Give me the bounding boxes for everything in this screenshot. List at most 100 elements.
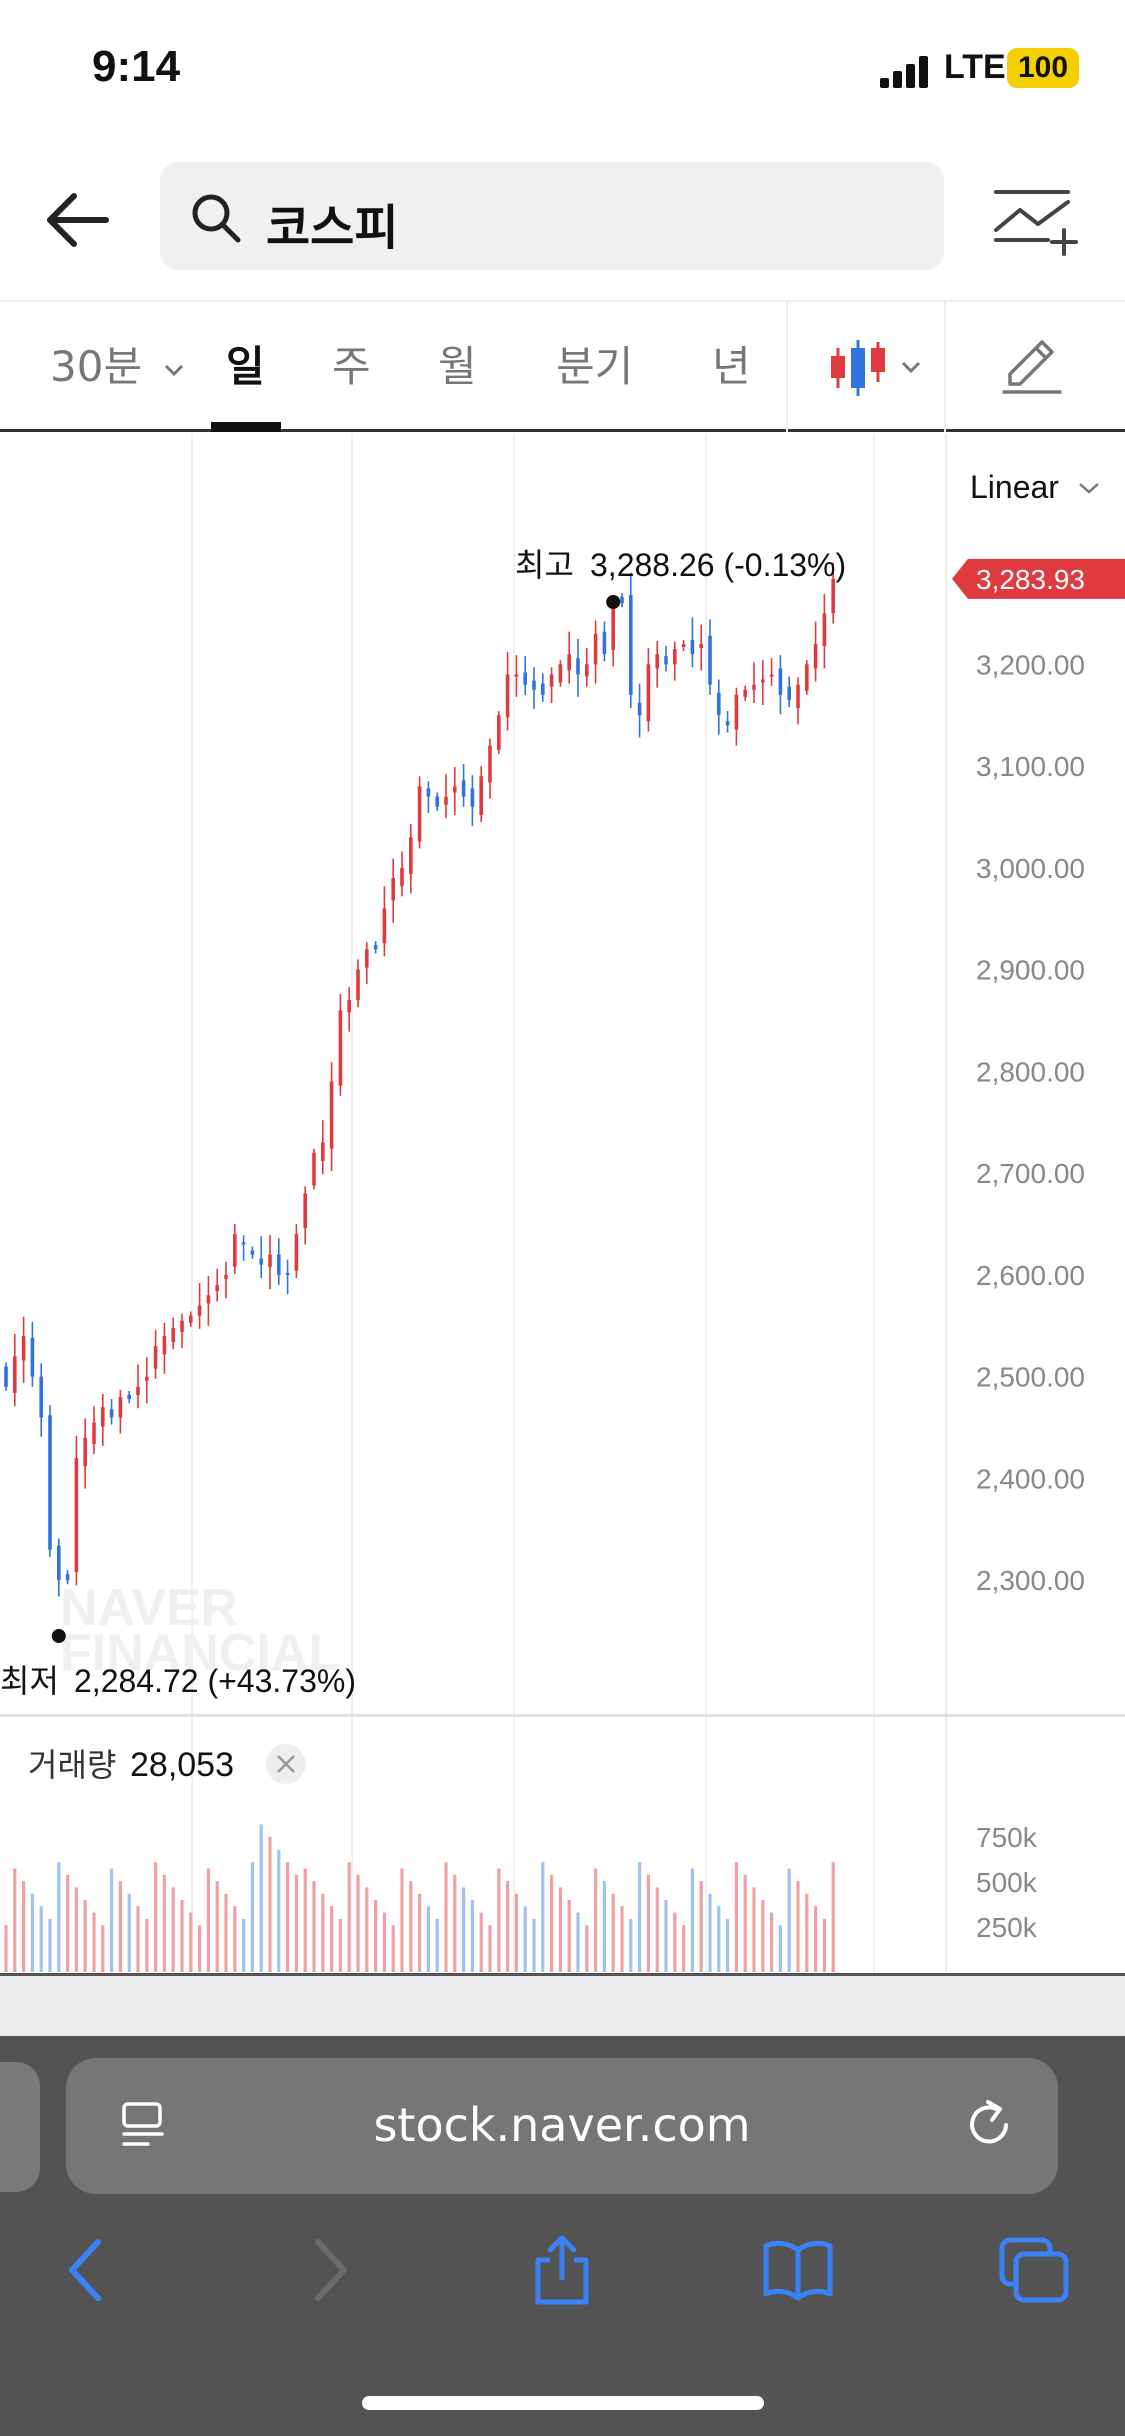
candle-body <box>805 664 809 691</box>
divider <box>944 302 946 432</box>
pencil-draw-icon[interactable] <box>1000 334 1064 398</box>
candle-body <box>690 639 695 655</box>
candle-body <box>699 643 703 649</box>
volume-bar <box>233 1906 237 1972</box>
add-comparison-chart-icon[interactable] <box>994 180 1078 260</box>
previous-tab-peek[interactable] <box>0 2062 40 2192</box>
volume-bar <box>330 1906 334 1972</box>
candle-body <box>39 1376 43 1418</box>
candle-body <box>752 684 756 690</box>
volume-bar <box>743 1874 747 1972</box>
candle-body <box>127 1395 131 1400</box>
volume-bar <box>761 1900 765 1972</box>
volume-bar <box>726 1918 730 1972</box>
volume-bar <box>321 1893 325 1972</box>
candle-body <box>725 721 730 726</box>
price-chart[interactable]: NAVER FINANCIAL 3,200.00 3,100.00 3,000.00… <box>0 432 1125 1976</box>
y-tick-label: 2,700.00 <box>976 1158 1085 1189</box>
volume-bar <box>338 1918 342 1972</box>
volume-bar <box>734 1862 738 1972</box>
volume-bar <box>206 1868 210 1972</box>
battery-level: 100 <box>1017 51 1069 84</box>
candle-body <box>497 715 501 750</box>
volume-bar <box>294 1874 298 1972</box>
reload-icon[interactable] <box>962 2098 1016 2152</box>
candle-body <box>453 786 457 793</box>
candle-body <box>294 1234 299 1271</box>
back-arrow-icon[interactable] <box>38 180 118 260</box>
volume-divider <box>0 1714 1125 1717</box>
browser-back-icon[interactable] <box>50 2232 126 2308</box>
divider <box>786 302 788 432</box>
candle-body <box>646 664 651 722</box>
volume-bar <box>787 1868 791 1972</box>
low-label: 최저 <box>0 1663 59 1699</box>
volume-bar <box>136 1906 140 1972</box>
current-price-badge: 3,283.93 <box>952 558 1125 599</box>
bookmarks-icon[interactable] <box>760 2232 836 2308</box>
volume-bar <box>611 1893 615 1972</box>
volume-bar <box>268 1837 272 1972</box>
volume-bar <box>752 1887 756 1972</box>
candle-body <box>417 786 422 842</box>
volume-bar <box>356 1874 360 1972</box>
tab-day[interactable]: 일 <box>226 342 265 391</box>
candle-body <box>136 1386 140 1396</box>
volume-bar <box>435 1918 439 1972</box>
candle-body <box>285 1272 290 1275</box>
browser-forward-icon[interactable] <box>290 2232 366 2308</box>
browser-toolbar: stock.naver.com <box>0 2036 1125 2436</box>
candle-body <box>435 796 439 807</box>
address-bar[interactable]: stock.naver.com <box>66 2058 1058 2194</box>
share-icon[interactable] <box>524 2232 600 2308</box>
candle-body <box>65 1574 70 1581</box>
battery-icon: 100 <box>1007 48 1079 88</box>
candle-body <box>145 1376 149 1381</box>
tab-quarter[interactable]: 분기 <box>556 342 634 391</box>
candle-body <box>153 1346 158 1369</box>
candle-body <box>74 1458 79 1573</box>
tab-year[interactable]: 년 <box>712 342 751 391</box>
status-time: 9:14 <box>92 42 181 91</box>
candle-body <box>567 654 571 671</box>
candle-body <box>796 684 800 709</box>
candle-body <box>57 1545 61 1581</box>
volume-bar <box>673 1912 677 1972</box>
candle-body <box>162 1335 167 1355</box>
candle-body <box>233 1234 237 1267</box>
page-menu-icon[interactable] <box>118 2100 168 2150</box>
scale-mode-select[interactable]: Linear <box>970 469 1059 505</box>
chevron-down-icon[interactable] <box>900 360 922 374</box>
candle-body <box>118 1397 123 1418</box>
tab-30min[interactable]: 30분 <box>50 302 185 432</box>
candle-body <box>189 1315 193 1323</box>
candlestick-chart-type-icon[interactable] <box>828 338 898 398</box>
candle-body <box>532 680 536 690</box>
volume-bar <box>717 1906 721 1972</box>
volume-tick-label: 750k <box>976 1822 1038 1853</box>
candle-body <box>602 631 607 655</box>
volume-bar <box>277 1849 281 1972</box>
close-volume-button[interactable] <box>266 1744 306 1784</box>
volume-bar <box>145 1918 149 1972</box>
search-input[interactable]: 코스피 <box>160 162 944 270</box>
volume-bar <box>224 1893 228 1972</box>
candle-body <box>813 643 818 669</box>
candle-body <box>787 686 791 700</box>
tab-month[interactable]: 월 <box>438 342 477 391</box>
volume-bar <box>347 1862 351 1972</box>
search-icon <box>192 194 241 243</box>
candle-body <box>444 796 448 805</box>
tabs-icon[interactable] <box>996 2232 1072 2308</box>
high-value: 3,288.26 (-0.13%) <box>590 547 846 583</box>
volume-bar <box>594 1868 598 1972</box>
tab-week[interactable]: 주 <box>332 342 371 391</box>
candle-body <box>171 1327 175 1343</box>
volume-bar <box>567 1900 571 1972</box>
chevron-down-icon <box>165 364 184 376</box>
high-label: 최고 <box>515 547 574 583</box>
volume-bar <box>426 1906 430 1972</box>
candle-body <box>13 1356 17 1393</box>
candle-body <box>259 1258 263 1265</box>
volume-value: 28,053 <box>130 1746 234 1784</box>
